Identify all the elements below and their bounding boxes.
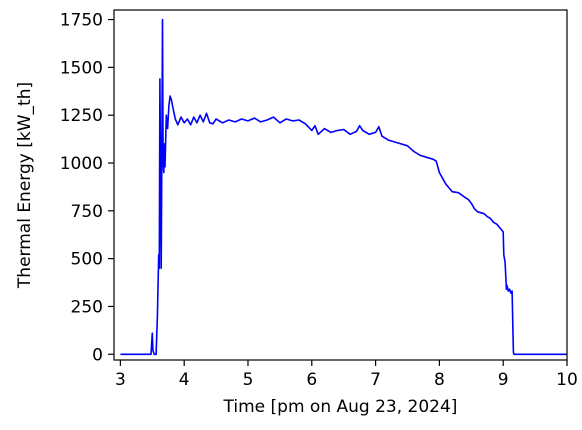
y-tick-label: 1000 (60, 154, 103, 174)
y-tick-label: 1750 (60, 11, 103, 31)
y-axis-ticks: 0 250 500 750 1000 1250 1500 1750 (60, 11, 114, 365)
x-tick-label: 9 (498, 370, 509, 390)
series-line-0 (120, 18, 567, 356)
x-tick-label: 10 (556, 370, 578, 390)
y-tick-label: 1500 (60, 58, 103, 78)
series-layer (120, 18, 567, 356)
x-axis-ticks: 3 4 5 6 7 8 9 10 (115, 360, 578, 390)
y-tick-label: 1250 (60, 106, 103, 126)
y-tick-label: 750 (71, 202, 103, 222)
x-tick-label: 6 (306, 370, 317, 390)
x-tick-label: 8 (434, 370, 445, 390)
y-tick-label: 250 (71, 297, 103, 317)
x-axis-label: Time [pm on Aug 23, 2024] (223, 397, 458, 417)
x-tick-label: 7 (370, 370, 381, 390)
y-tick-label: 500 (71, 250, 103, 270)
x-tick-label: 3 (115, 370, 126, 390)
x-tick-label: 5 (243, 370, 254, 390)
x-tick-label: 4 (179, 370, 190, 390)
plot-frame (113, 9, 568, 361)
y-tick-label: 0 (92, 345, 103, 365)
y-axis-label: Thermal Energy [kW_th] (15, 82, 35, 289)
